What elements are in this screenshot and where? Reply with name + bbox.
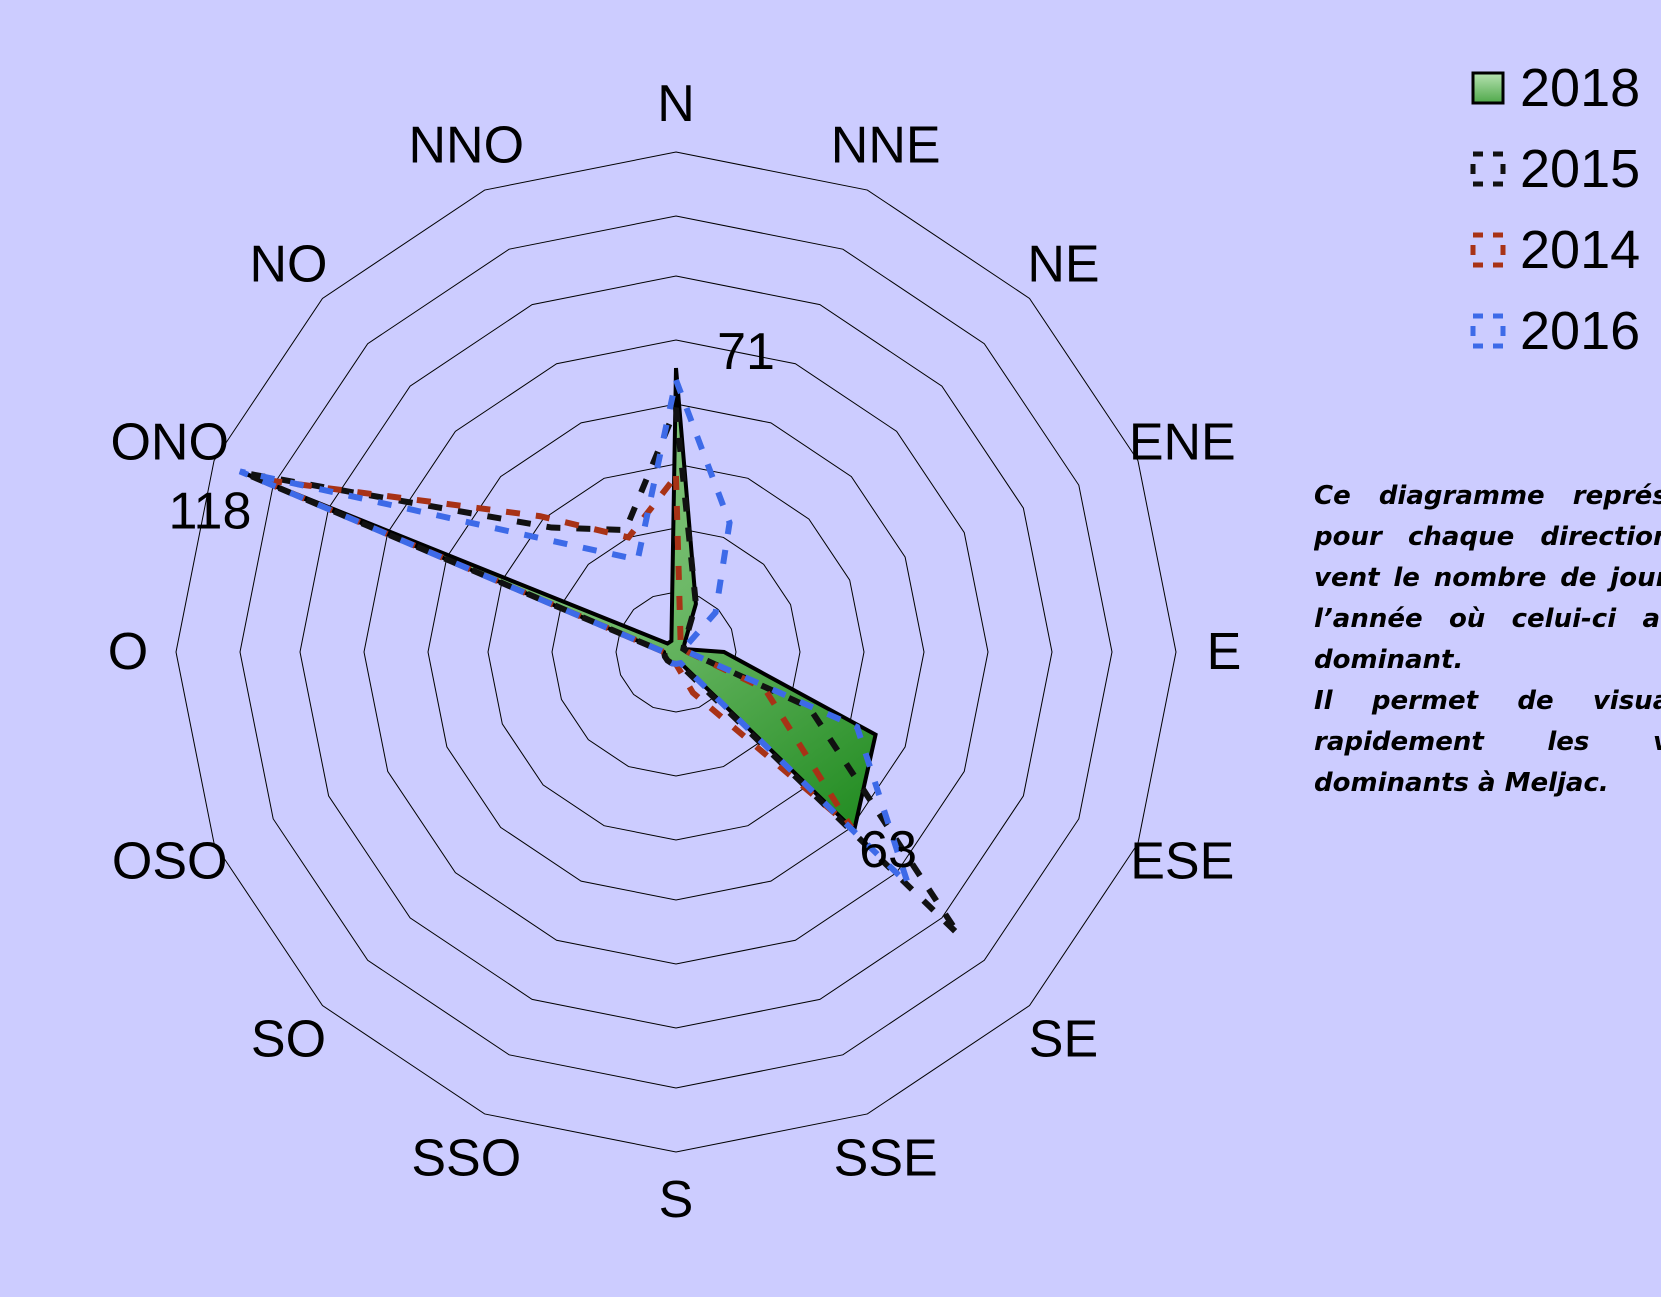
data-label-N: 71 xyxy=(717,323,775,381)
legend-swatch-2015 xyxy=(1470,151,1506,187)
direction-label-ENE: ENE xyxy=(1129,413,1236,471)
direction-label-NO: NO xyxy=(250,236,328,294)
direction-label-S: S xyxy=(659,1171,694,1229)
grid-ring-2 xyxy=(551,527,801,777)
direction-label-SSO: SSO xyxy=(411,1129,521,1187)
direction-label-SO: SO xyxy=(251,1010,326,1068)
legend-swatch-2014 xyxy=(1470,232,1506,268)
legend-label-2018: 2018 xyxy=(1520,58,1640,118)
grid-ring-1 xyxy=(615,591,737,713)
direction-label-N: N xyxy=(657,75,695,133)
direction-label-NE: NE xyxy=(1027,236,1099,294)
direction-label-ESE: ESE xyxy=(1130,833,1234,891)
legend-label-2015: 2015 xyxy=(1520,139,1640,199)
series-2015-line xyxy=(242,406,962,937)
radar-series xyxy=(238,367,962,937)
legend-item-2018: 2018 xyxy=(1471,58,1640,118)
legend-swatch-2018 xyxy=(1471,71,1505,105)
legend-swatch-2016 xyxy=(1470,313,1506,349)
legend-label-2016: 2016 xyxy=(1520,301,1640,361)
direction-label-ONO: ONO xyxy=(110,413,228,471)
grid-ring-8 xyxy=(175,151,1177,1153)
data-label-SE: 63 xyxy=(859,821,917,879)
description-box: Ce diagramme représente pour chaque dire… xyxy=(1314,460,1661,860)
radar-grid xyxy=(175,151,1177,1153)
direction-label-NNO: NNO xyxy=(409,117,525,175)
grid-ring-4 xyxy=(427,403,925,901)
grid-ring-6 xyxy=(299,275,1053,1029)
direction-label-O: O xyxy=(108,623,148,681)
data-labels: 71 63 118 xyxy=(168,323,917,879)
series-2016 xyxy=(238,369,911,887)
direction-label-OSO: OSO xyxy=(112,833,228,891)
direction-label-NNE: NNE xyxy=(831,117,941,175)
series-2015 xyxy=(242,406,962,937)
legend: 2018 2015 2014 2016 xyxy=(1470,58,1640,361)
description-text: Ce diagramme représente pour chaque dire… xyxy=(1314,481,1661,798)
legend-item-2015: 2015 xyxy=(1470,139,1640,199)
grid-ring-7 xyxy=(239,215,1113,1089)
grid-ring-5 xyxy=(363,339,989,965)
direction-label-SE: SE xyxy=(1029,1010,1098,1068)
legend-label-2014: 2014 xyxy=(1520,220,1640,280)
legend-item-2016: 2016 xyxy=(1470,301,1640,361)
series-2016-line xyxy=(238,369,911,887)
grid-ring-3 xyxy=(487,463,865,841)
direction-label-E: E xyxy=(1207,623,1242,681)
direction-label-SSE: SSE xyxy=(834,1129,938,1187)
legend-item-2014: 2014 xyxy=(1470,220,1640,280)
data-label-ONO: 118 xyxy=(168,482,251,540)
direction-labels: N NNE NE ENE E ESE SE SSE S SSO SO OSO O ONO NO NNO xyxy=(108,75,1242,1229)
